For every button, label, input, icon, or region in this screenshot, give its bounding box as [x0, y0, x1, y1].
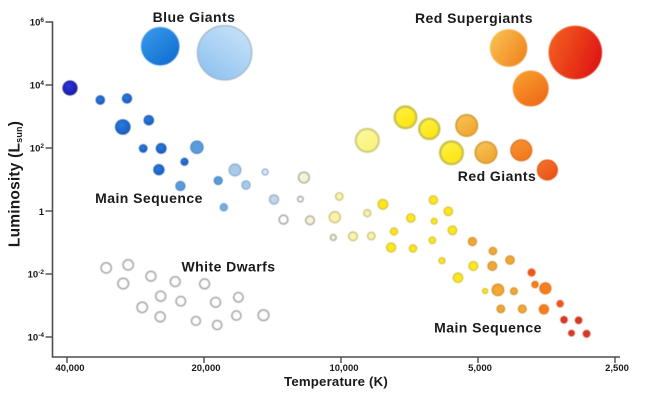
svg-text:White Dwarfs: White Dwarfs	[181, 259, 275, 275]
svg-text:102: 102	[30, 143, 45, 155]
svg-text:10,000: 10,000	[329, 363, 358, 374]
svg-text:Red Giants: Red Giants	[458, 168, 536, 184]
svg-text:2,500: 2,500	[605, 363, 629, 374]
svg-text:10-4: 10-4	[28, 332, 45, 344]
svg-text:10-2: 10-2	[28, 269, 45, 281]
svg-text:Main Sequence: Main Sequence	[95, 190, 203, 206]
svg-text:Luminosity (Lsun): Luminosity (Lsun)	[7, 121, 25, 247]
svg-text:Blue Giants: Blue Giants	[153, 9, 236, 25]
svg-text:Temperature (K): Temperature (K)	[284, 374, 388, 389]
svg-text:1: 1	[39, 207, 45, 218]
svg-text:104: 104	[30, 80, 45, 92]
svg-text:106: 106	[30, 17, 45, 29]
svg-text:20,000: 20,000	[191, 363, 220, 374]
svg-text:5,000: 5,000	[468, 363, 492, 374]
svg-text:40,000: 40,000	[55, 363, 84, 374]
svg-text:Main Sequence: Main Sequence	[434, 320, 542, 336]
svg-text:Red Supergiants: Red Supergiants	[415, 10, 533, 26]
